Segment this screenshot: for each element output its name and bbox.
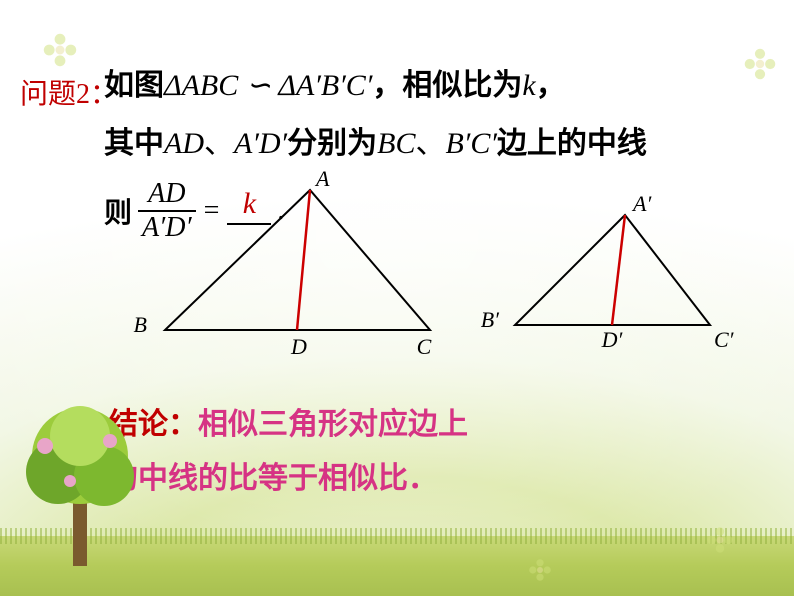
svg-text:A: A [314, 170, 330, 191]
sep-1: 、 [204, 126, 234, 161]
seg-bcp: B′C′ [445, 127, 496, 160]
seg-bc: BC [377, 127, 415, 160]
text-median: 边上的中线 [497, 127, 647, 160]
text-end: ， [536, 69, 566, 102]
svg-text:A′: A′ [631, 191, 652, 216]
problem-line-2: 其中AD、A′D′分别为BC、B′C′边上的中线 [104, 118, 647, 162]
seg-adp: A′D′ [234, 127, 287, 160]
conclusion-text-1: 相似三角形对应边上 [198, 408, 468, 441]
text-resp: 分别为 [287, 127, 377, 160]
svg-text:C′: C′ [714, 327, 735, 352]
tree-decor [10, 386, 150, 566]
problem-line-1: 如图ΔABC ∽ ΔA′B′C′，相似比为k， [104, 60, 566, 104]
triangle-1: ΔABC [164, 69, 238, 102]
conclusion-text-2: 的中线的比等于相似比． [108, 462, 438, 495]
text-prefix: 如图 [104, 69, 164, 102]
triangle-2: ΔA′B′C′ [278, 69, 372, 102]
similar-symbol: ∽ [246, 69, 271, 102]
svg-text:B: B [134, 312, 147, 337]
svg-text:C: C [417, 334, 432, 359]
text-where: 其中 [104, 127, 164, 160]
seg-ad: AD [164, 127, 204, 160]
svg-text:B′: B′ [481, 307, 500, 332]
svg-text:D′: D′ [601, 327, 624, 352]
ratio-k: k [522, 69, 535, 102]
conclusion: 结论：相似三角形对应边上 的中线的比等于相似比． [108, 398, 468, 506]
sep-2: 、 [415, 126, 445, 161]
text-ratio: ，相似比为 [372, 69, 522, 102]
triangle-diagram: A B C D A′ B′ C′ D′ [120, 170, 760, 380]
svg-text:D: D [290, 334, 307, 359]
